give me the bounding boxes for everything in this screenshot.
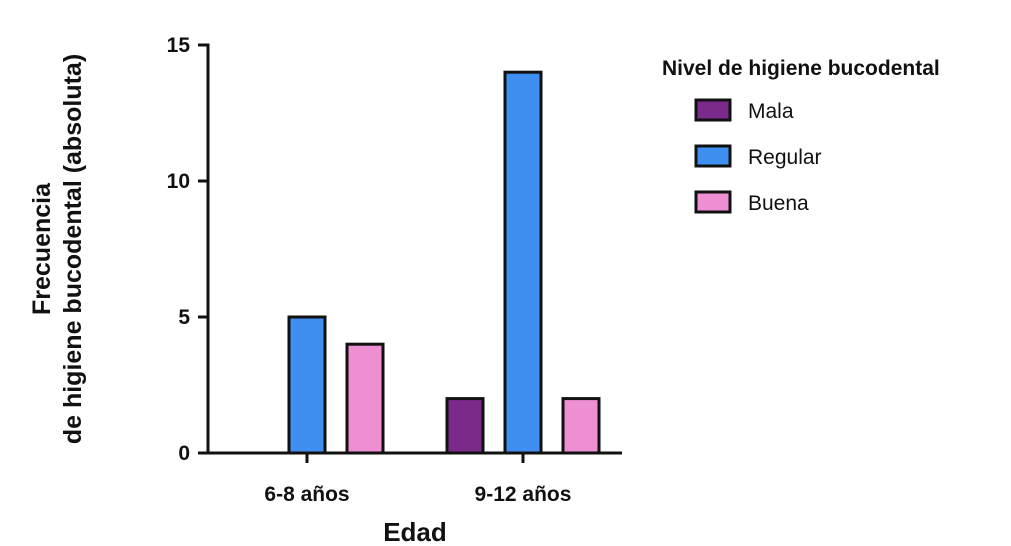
y-tick-label: 15	[167, 34, 191, 57]
legend-items: Mala Regular Buena	[694, 98, 822, 215]
legend-title: Nivel de higiene bucodental	[662, 57, 940, 80]
y-tick-label: 10	[167, 170, 190, 193]
x-axis-label: Edad	[383, 517, 447, 546]
legend-swatch-regular	[694, 144, 732, 168]
legend-label-mala: Mala	[748, 100, 794, 123]
x-tick-label: 9-12 años	[475, 483, 572, 506]
bar-buena-1	[345, 342, 385, 455]
bar-regular-2	[503, 70, 543, 455]
legend-label-regular: Regular	[748, 146, 822, 169]
y-ticks: 0 5 10 15	[167, 34, 208, 465]
y-tick-label: 5	[178, 306, 190, 329]
legend-swatch-mala	[694, 98, 732, 122]
y-axis-label-line-1: Frecuencia	[28, 182, 56, 315]
x-tick-label: 6-8 años	[264, 483, 349, 506]
legend: Nivel de higiene bucodental Mala Regular B…	[662, 57, 940, 215]
legend-label-buena: Buena	[748, 192, 809, 215]
x-ticks: 6-8 años 9-12 años	[264, 453, 571, 506]
bar-mala-2	[445, 397, 485, 455]
bars	[287, 70, 601, 455]
legend-swatch-buena	[694, 190, 732, 214]
bar-buena-2	[561, 397, 601, 455]
bar-regular-1	[287, 315, 327, 455]
y-tick-label: 0	[178, 442, 190, 465]
y-axis-label-line-2: de higiene bucodental (absoluta)	[59, 54, 87, 444]
